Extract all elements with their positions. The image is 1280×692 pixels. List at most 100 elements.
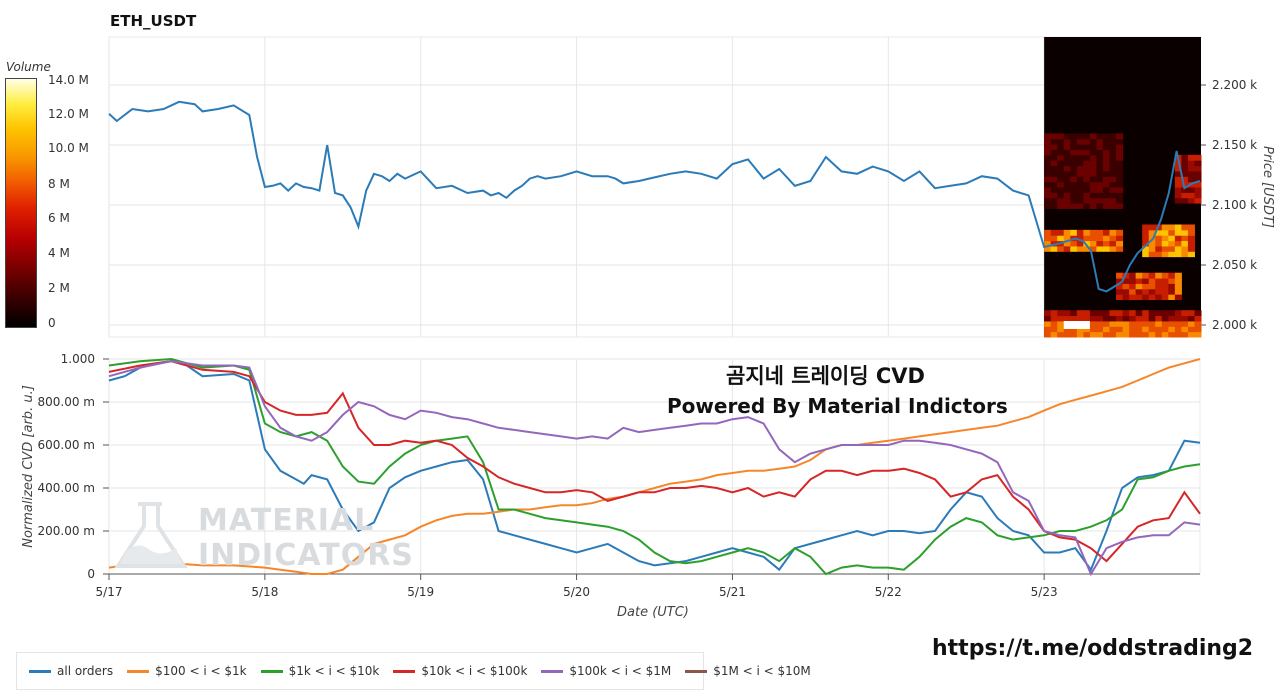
heatmap-cell xyxy=(1076,160,1084,167)
heatmap-cell xyxy=(1161,326,1169,333)
heatmap-cell xyxy=(1155,294,1163,300)
cvd-tick-label: 800.00 m xyxy=(38,395,96,409)
heatmap-cell xyxy=(1181,240,1189,247)
watermark-text: MATERIAL xyxy=(198,503,375,538)
heatmap-cell xyxy=(1187,326,1195,333)
heatmap-cell xyxy=(1076,138,1084,145)
legend-item[interactable]: $100k < i < $1M xyxy=(541,664,671,678)
heatmap-cell xyxy=(1109,160,1117,167)
heatmap-cell xyxy=(1194,176,1202,183)
price-tick-label: 2.200 k xyxy=(1212,78,1257,92)
heatmap-cell xyxy=(1070,315,1078,322)
telegram-link[interactable]: https://t.me/oddstrading2 xyxy=(932,636,1254,661)
heatmap-cell xyxy=(1109,331,1117,338)
heatmap-cell xyxy=(1122,326,1130,333)
heatmap-cell xyxy=(1148,224,1156,231)
heatmap-cell xyxy=(1050,203,1058,209)
heatmap-cell xyxy=(1102,197,1110,204)
heatmap-cell xyxy=(1050,240,1058,247)
heatmap-cell xyxy=(1116,149,1124,156)
heatmap-cell xyxy=(1129,320,1137,327)
heatmap-cell xyxy=(1063,192,1071,199)
price-plot-area xyxy=(108,36,1201,338)
heatmap-cell xyxy=(1076,331,1084,338)
heatmap-cell xyxy=(1122,288,1130,295)
heatmap-cell xyxy=(1122,310,1130,317)
heatmap-cell xyxy=(1174,294,1182,300)
brand-title: 곰지네 트레이딩 CVD xyxy=(726,364,925,388)
heatmap-cell xyxy=(1076,181,1084,188)
legend-item[interactable]: $100 < i < $1k xyxy=(127,664,247,678)
heatmap-cell xyxy=(1050,170,1058,177)
heatmap-cell xyxy=(1050,326,1058,333)
heatmap-cell xyxy=(1187,240,1195,247)
heatmap-cell xyxy=(1135,283,1143,290)
x-tick-label: 5/21 xyxy=(719,585,746,599)
heatmap-cell xyxy=(1070,331,1078,338)
heatmap-cell xyxy=(1076,170,1084,177)
heatmap-cell xyxy=(1044,181,1052,188)
heatmap-cell xyxy=(1109,187,1117,193)
heatmap-cell xyxy=(1168,229,1176,236)
heatmap-cell xyxy=(1174,283,1182,290)
heatmap-cell xyxy=(1181,331,1189,338)
heatmap-cell xyxy=(1181,224,1189,231)
heatmap-cell xyxy=(1148,294,1156,300)
heatmap-cell xyxy=(1122,331,1130,338)
colorbar-title: Volume xyxy=(6,60,51,74)
heatmap-cell xyxy=(1050,245,1058,252)
heatmap-cell xyxy=(1116,187,1124,193)
heatmap-cell xyxy=(1116,240,1124,247)
heatmap-cell xyxy=(1089,229,1097,236)
heatmap-cell xyxy=(1102,326,1110,333)
heatmap-cell xyxy=(1148,229,1156,236)
heatmap-cell xyxy=(1057,310,1065,317)
heatmap-cell xyxy=(1129,283,1137,290)
colorbar-tick: 10.0 M xyxy=(48,141,89,155)
heatmap-cell xyxy=(1174,229,1182,236)
heatmap-cell xyxy=(1116,272,1124,279)
heatmap-cell xyxy=(1089,176,1097,183)
heatmap-cell xyxy=(1083,165,1091,172)
heatmap-cell xyxy=(1174,176,1182,183)
heatmap-cell xyxy=(1076,192,1084,199)
heatmap-cell xyxy=(1129,294,1137,300)
heatmap-cell xyxy=(1050,320,1058,327)
heatmap-cell xyxy=(1109,197,1117,204)
heatmap-cell xyxy=(1187,251,1195,258)
heatmap-cell xyxy=(1070,197,1078,204)
heatmap-cell xyxy=(1063,138,1071,145)
heatmap-cell xyxy=(1109,149,1117,156)
heatmap-cell xyxy=(1096,315,1104,322)
heatmap-cell xyxy=(1148,245,1156,252)
heatmap-cell xyxy=(1194,320,1202,327)
heatmap-cell xyxy=(1102,181,1110,188)
heatmap-cell xyxy=(1050,144,1058,150)
heatmap-cell xyxy=(1142,320,1150,327)
legend-item[interactable]: all orders xyxy=(29,664,113,678)
heatmap-cell xyxy=(1161,331,1169,338)
legend-item[interactable]: $1k < i < $10k xyxy=(260,664,379,678)
chart-title: ETH_USDT xyxy=(110,12,197,30)
heatmap-cell xyxy=(1116,315,1124,322)
heatmap-cell xyxy=(1181,245,1189,252)
heatmap-cell xyxy=(1083,235,1091,242)
heatmap-cell xyxy=(1116,181,1124,188)
legend-item[interactable]: $1M < i < $10M xyxy=(685,664,811,678)
watermark-text: INDICATORS xyxy=(198,538,414,573)
legend-item[interactable]: $10k < i < $100k xyxy=(393,664,527,678)
heatmap-cell xyxy=(1076,240,1084,247)
heatmap-cell xyxy=(1083,245,1091,252)
heatmap-cell xyxy=(1174,278,1182,284)
heatmap-cell xyxy=(1083,133,1091,140)
heatmap-cell xyxy=(1122,278,1130,284)
cvd-axis-label: Normalized CVD [arb. u.] xyxy=(21,385,36,548)
colorbar-tick: 6 M xyxy=(48,211,70,225)
cvd-chart: 5/17 5/18 5/19 5/20 5/21 5/22 5/23 0 200.00 m 400… xyxy=(21,352,1201,599)
heatmap-cell xyxy=(1089,310,1097,317)
heatmap-cell xyxy=(1142,272,1150,279)
heatmap-cell xyxy=(1057,165,1065,172)
heatmap-cell xyxy=(1116,176,1124,183)
heatmap-cell xyxy=(1155,310,1163,317)
heatmap-cell xyxy=(1096,133,1104,140)
